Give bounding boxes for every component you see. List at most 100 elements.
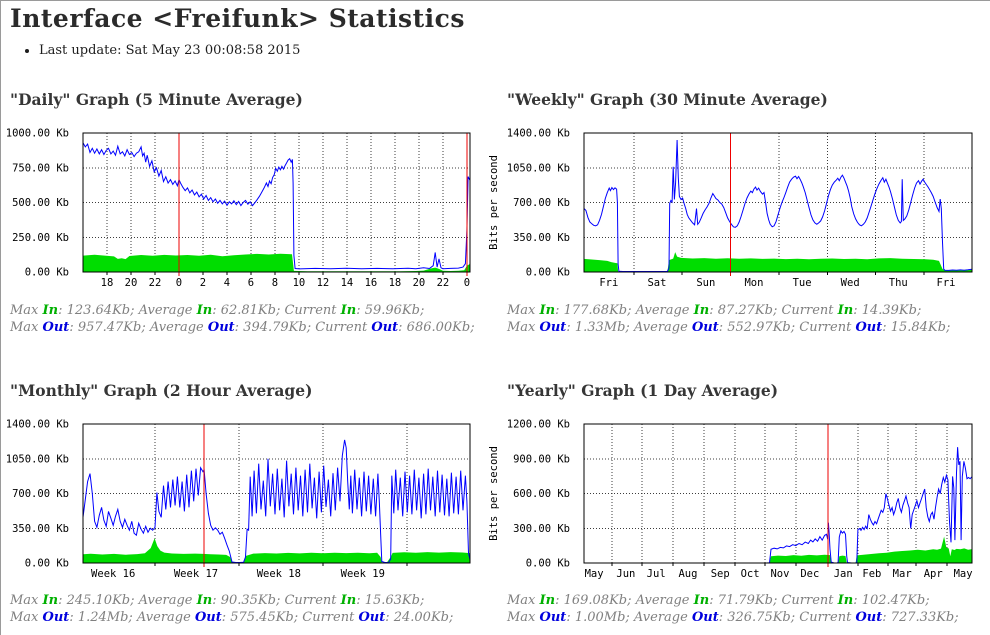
x-tick-label: 16 [365,277,378,289]
y-tick-label: 700.00 Kb [513,197,570,209]
y-tick-label: 0.00 Kb [526,558,570,570]
y-tick-label: 300.00 Kb [513,523,570,535]
y-tick-label: 1400.00 Kb [6,419,69,431]
stat-dir-in: In [42,303,59,318]
y-tick-label: 900.00 Kb [513,453,570,465]
stat-dir-out: Out [207,320,235,335]
stat-dir-out: Out [42,320,70,335]
weekly-stats: Max In: 177.68Kb; Average In: 87.27Kb; C… [507,302,950,336]
y-tick-label: 0.00 Kb [25,267,69,279]
y-tick-label: 350.00 Kb [12,523,69,535]
stat-dir-in: In [539,593,556,608]
x-tick-label: May [954,568,973,580]
stat-line-out: Max Out: 1.24Mb; Average Out: 575.45Kb; … [10,610,454,625]
x-tick-label: Jul [647,568,666,580]
stat-dir-out: Out [539,320,567,335]
stat-line-out: Max Out: 1.00Mb; Average Out: 326.75Kb; … [507,610,959,625]
weekly-graph: 1400.00 Kb 1050.00 Kb 700.00 Kb 350.00 Kb 0.… [488,128,973,289]
yearly-stats: Max In: 169.08Kb; Average In: 71.79Kb; C… [507,592,959,626]
x-tick-label: Dec [800,568,819,580]
y-tick-label: 250.00 Kb [12,232,69,244]
stat-dir-in: In [837,303,854,318]
x-tick-label: Sun [696,277,715,289]
y-tick-label: 700.00 Kb [12,488,69,500]
x-tick-label: 0 [464,277,470,289]
stat-dir-in: In [196,303,213,318]
stat-line-out: Max Out: 957.47Kb; Average Out: 394.79Kb… [10,320,475,335]
y-tick-label: 1050.00 Kb [507,162,570,174]
meta-list: Last update: Sat May 23 00:08:58 2015 [13,43,300,58]
y-tick-label: 600.00 Kb [513,488,570,500]
x-tick-label: Sat [647,277,666,289]
x-tick-label: 18 [389,277,402,289]
bits-per-second-label: Bits per second [488,155,500,250]
stat-dir-in: In [539,303,556,318]
stat-dir-out: Out [371,320,399,335]
x-tick-label: 4 [224,277,230,289]
stat-dir-in: In [42,593,59,608]
y-tick-label: 0.00 Kb [526,267,570,279]
stat-line-in: Max In: 123.64Kb; Average In: 62.81Kb; C… [10,303,425,318]
x-tick-label: 8 [272,277,278,289]
x-tick-label: Week 17 [174,568,218,580]
daily-graph-heading: "Daily" Graph (5 Minute Average) [10,90,303,109]
stat-dir-out: Out [691,610,719,625]
stat-dir-in: In [196,593,213,608]
x-tick-label: Tue [793,277,812,289]
stat-dir-out: Out [42,610,70,625]
x-tick-label: Jun [616,568,635,580]
stat-dir-in: In [693,593,710,608]
stat-dir-out: Out [194,610,222,625]
stat-dir-in: In [837,593,854,608]
weekly-graph-heading: "Weekly" Graph (30 Minute Average) [507,90,828,109]
stat-dir-in: In [693,303,710,318]
x-tick-label: 22 [149,277,162,289]
x-tick-label: 12 [317,277,330,289]
x-tick-label: May [585,568,604,580]
y-tick-label: 1000.00 Kb [6,128,69,140]
stat-line-out: Max Out: 1.33Mb; Average Out: 552.97Kb; … [507,320,951,335]
stat-line-in: Max In: 177.68Kb; Average In: 87.27Kb; C… [507,303,922,318]
stat-dir-out: Out [539,610,567,625]
x-tick-label: Week 19 [341,568,385,580]
monthly-stats: Max In: 245.10Kb; Average In: 90.35Kb; C… [10,592,453,626]
x-tick-label: Oct [741,568,760,580]
y-tick-label: 0.00 Kb [25,558,69,570]
x-tick-label: Fri [599,277,618,289]
x-tick-label: 20 [125,277,138,289]
x-tick-label: Jan [834,568,853,580]
daily-graph: 1000.00 Kb 750.00 Kb 500.00 Kb 250.00 Kb 0.0… [6,128,471,289]
yearly-graph: 1200.00 Kb 900.00 Kb 600.00 Kb 300.00 Kb 0.0… [488,419,973,581]
x-tick-label: 6 [248,277,254,289]
x-tick-label: Sep [711,568,730,580]
x-tick-label: 22 [437,277,450,289]
x-tick-label: 0 [176,277,182,289]
x-tick-label: Feb [862,568,881,580]
x-tick-label: 14 [341,277,354,289]
y-tick-label: 350.00 Kb [513,232,570,244]
stat-dir-out: Out [855,320,883,335]
stat-line-in: Max In: 245.10Kb; Average In: 90.35Kb; C… [10,593,425,608]
page-title: Interface <Freifunk> Statistics [10,4,465,33]
x-tick-label: Thu [889,277,908,289]
y-tick-label: 500.00 Kb [12,197,69,209]
y-tick-label: 1050.00 Kb [6,453,69,465]
y-tick-label: 750.00 Kb [12,162,69,174]
y-tick-label: 1200.00 Kb [507,419,570,431]
daily-stats: Max In: 123.64Kb; Average In: 62.81Kb; C… [10,302,475,336]
x-tick-label: Aug [678,568,697,580]
stat-line-in: Max In: 169.08Kb; Average In: 71.79Kb; C… [507,593,930,608]
x-tick-label: Mar [893,568,912,580]
x-tick-label: 18 [101,277,114,289]
stat-dir-in: In [340,303,357,318]
monthly-graph-heading: "Monthly" Graph (2 Hour Average) [10,381,313,400]
bits-per-second-label: Bits per second [488,446,500,541]
x-tick-label: Week 18 [257,568,301,580]
last-update: Last update: Sat May 23 00:08:58 2015 [39,43,300,58]
x-tick-label: 2 [200,277,206,289]
x-tick-label: Week 16 [91,568,135,580]
stat-dir-out: Out [691,320,719,335]
yearly-graph-heading: "Yearly" Graph (1 Day Average) [507,381,779,400]
stat-dir-in: In [340,593,357,608]
